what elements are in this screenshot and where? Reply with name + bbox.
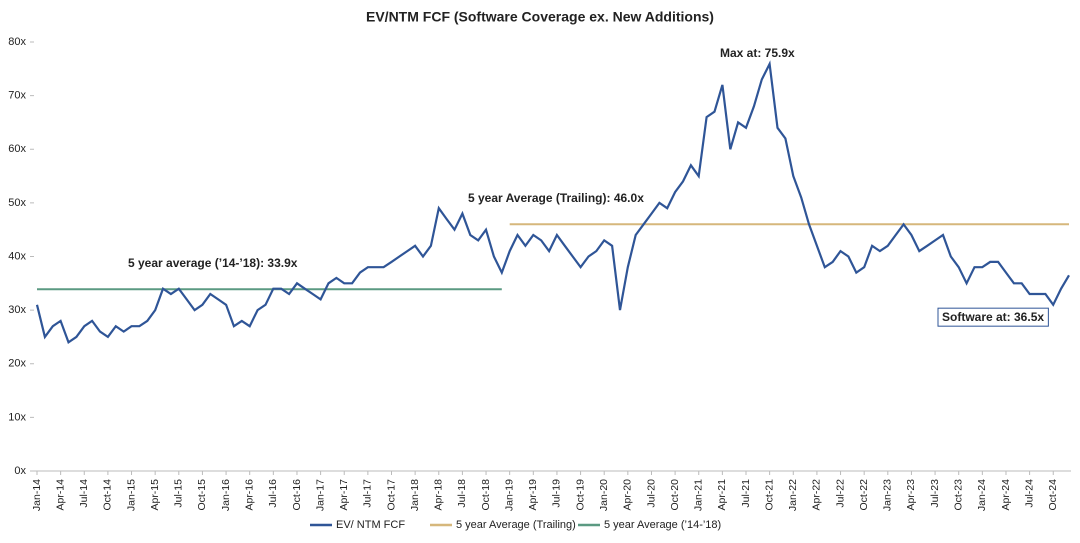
x-tick-label: Jul-23 (929, 479, 941, 508)
x-tick-label: Jul-19 (551, 479, 563, 508)
y-tick-label: 30x (8, 304, 26, 316)
series-line (35, 60, 1070, 345)
x-tick-label: Oct-24 (1047, 479, 1059, 511)
x-tick-label: Apr-21 (716, 479, 728, 511)
x-tick-label: Jan-15 (125, 479, 137, 511)
x-tick-label: Jan-18 (409, 479, 421, 511)
x-tick-label: Jul-24 (1023, 479, 1035, 508)
y-tick-label: 70x (8, 90, 26, 102)
x-tick-label: Oct-20 (669, 479, 681, 511)
x-tick-label: Oct-18 (480, 479, 492, 511)
x-tick-label: Jan-16 (220, 479, 232, 511)
y-tick-label: 60x (8, 143, 26, 155)
annotation: Max at: 75.9x (720, 46, 795, 60)
x-tick-label: Apr-15 (149, 479, 161, 511)
x-tick-label: Jul-22 (834, 479, 846, 508)
x-tick-label: Jul-17 (362, 479, 374, 508)
x-tick-label: Jul-16 (267, 479, 279, 508)
x-tick-label: Jan-22 (787, 479, 799, 511)
x-tick-label: Oct-22 (858, 479, 870, 511)
x-tick-label: Apr-24 (1000, 479, 1012, 511)
x-tick-label: Apr-14 (54, 479, 66, 511)
y-tick-label: 50x (8, 197, 26, 209)
x-tick-label: Apr-20 (622, 479, 634, 511)
annotation: 5 year average (’14-’18): 33.9x (128, 256, 298, 270)
x-tick-label: Apr-18 (433, 479, 445, 511)
annotation: 5 year Average (Trailing): 46.0x (468, 191, 644, 205)
legend-label: 5 year Average (Trailing) (456, 519, 576, 531)
y-tick-label: 0x (14, 465, 26, 477)
x-tick-label: Apr-23 (905, 479, 917, 511)
y-tick-label: 10x (8, 411, 26, 423)
x-tick-label: Jan-20 (598, 479, 610, 511)
legend-label: 5 year Average (’14-’18) (604, 519, 721, 531)
x-tick-label: Jul-20 (645, 479, 657, 508)
chart-title: EV/NTM FCF (Software Coverage ex. New Ad… (366, 9, 714, 25)
y-tick-label: 80x (8, 36, 26, 48)
annotation: Software at: 36.5x (942, 310, 1044, 324)
x-tick-label: Apr-16 (243, 479, 255, 511)
x-tick-label: Oct-16 (291, 479, 303, 511)
x-tick-label: Oct-17 (385, 479, 397, 511)
x-tick-label: Jul-18 (456, 479, 468, 508)
y-tick-label: 40x (8, 250, 26, 262)
x-tick-label: Jul-21 (740, 479, 752, 508)
x-tick-label: Jan-17 (314, 479, 326, 511)
x-tick-label: Apr-17 (338, 479, 350, 511)
x-tick-label: Oct-21 (763, 479, 775, 511)
x-tick-label: Oct-15 (196, 479, 208, 511)
x-tick-label: Jul-14 (78, 479, 90, 508)
x-tick-label: Jan-14 (31, 479, 43, 511)
x-tick-label: Oct-23 (952, 479, 964, 511)
annotation-box (937, 307, 1049, 327)
x-tick-label: Oct-14 (102, 479, 114, 511)
y-tick-label: 20x (8, 358, 26, 370)
legend-label: EV/ NTM FCF (336, 519, 405, 531)
x-tick-label: Jan-23 (882, 479, 894, 511)
x-tick-label: Jan-21 (693, 479, 705, 511)
x-tick-label: Apr-19 (527, 479, 539, 511)
x-tick-label: Jul-15 (173, 479, 185, 508)
x-tick-label: Oct-19 (574, 479, 586, 511)
x-tick-label: Apr-22 (811, 479, 823, 511)
x-tick-label: Jan-24 (976, 479, 988, 511)
x-tick-label: Jan-19 (503, 479, 515, 511)
